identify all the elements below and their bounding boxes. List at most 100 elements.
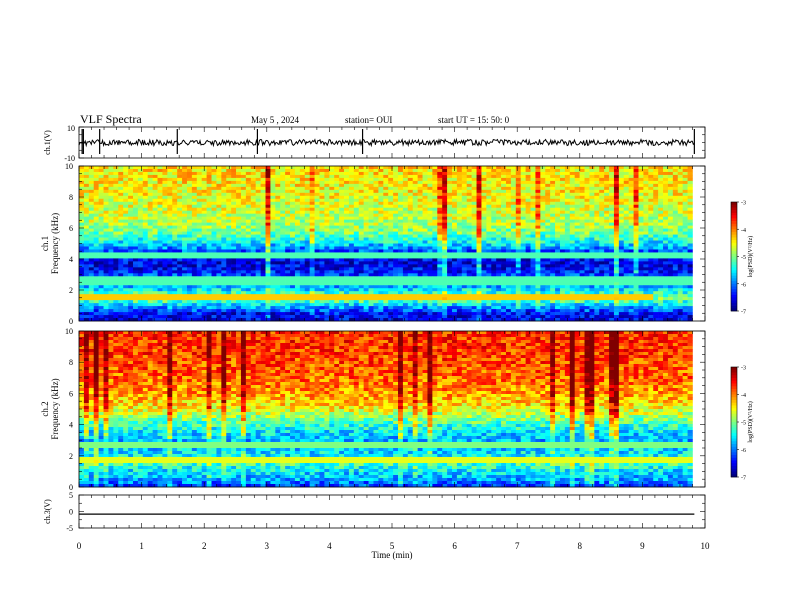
- spectrogram-cell: [491, 252, 497, 256]
- spectrogram-cell: [402, 180, 409, 185]
- spectrogram-cell: [452, 249, 458, 253]
- spectrogram-cell: [481, 279, 487, 283]
- spectrogram-cell: [344, 186, 350, 191]
- spectrogram-cell: [604, 171, 610, 176]
- spectrogram-cell: [304, 210, 310, 214]
- spectrogram-cell: [407, 246, 414, 250]
- spectrogram-cell: [368, 210, 374, 214]
- spectrogram-cell: [555, 279, 561, 283]
- spectrogram-cell: [427, 219, 433, 223]
- spectrogram-cell: [201, 180, 207, 185]
- spectrogram-cell: [574, 231, 580, 235]
- spectrogram-cell: [515, 237, 522, 241]
- spectrogram-cell: [407, 192, 414, 197]
- spectrogram-cell: [250, 180, 256, 185]
- spectrogram-cell: [505, 240, 512, 244]
- spectrogram-cell: [505, 234, 512, 238]
- spectrogram-cell: [510, 237, 517, 241]
- spectrogram-cell: [393, 192, 399, 197]
- spectrogram-cell: [236, 166, 242, 170]
- spectrogram-cell: [530, 267, 536, 271]
- spectrogram-cell: [687, 195, 693, 200]
- spectrogram-cell: [294, 252, 301, 256]
- spectrogram-cell: [137, 180, 144, 185]
- spectrogram-cell: [393, 246, 399, 250]
- spectrogram-cell: [633, 168, 639, 173]
- spectrogram-cell: [231, 243, 237, 247]
- spectrogram-cell: [388, 258, 394, 262]
- spectrogram-cell: [221, 267, 227, 271]
- spectrogram-cell: [250, 240, 256, 244]
- spectrogram-cell: [491, 166, 497, 170]
- spectrogram-cell: [226, 279, 232, 283]
- spectrogram-cell: [348, 234, 355, 238]
- spectrogram-cell: [314, 204, 320, 209]
- spectrogram-cell: [373, 201, 379, 206]
- spectrogram-cell: [177, 258, 183, 262]
- spectrogram-cell: [540, 198, 546, 203]
- spectrogram-cell: [280, 225, 286, 229]
- spectrogram-cell: [569, 261, 575, 265]
- spectrogram-cell: [496, 240, 502, 244]
- spectrogram-cell: [216, 267, 222, 271]
- spectrogram-cell: [172, 213, 178, 217]
- spectrogram-cell: [304, 273, 310, 277]
- spectrogram-cell: [157, 192, 163, 197]
- spectrogram-cell: [393, 231, 399, 235]
- spectrogram-cell: [564, 207, 571, 212]
- spectrogram-cell: [240, 234, 247, 238]
- spectrogram-cell: [452, 261, 458, 265]
- spectrogram-cell: [427, 240, 433, 244]
- spectrogram-cell: [564, 237, 571, 241]
- spectrogram-cell: [564, 195, 571, 200]
- spectrogram-cell: [505, 279, 512, 283]
- spectrogram-cell: [486, 201, 492, 206]
- spectrogram-cell: [618, 198, 625, 203]
- spectrogram-cell: [157, 267, 163, 271]
- spectrogram-cell: [383, 171, 389, 176]
- spectrogram-cell: [471, 201, 477, 206]
- spectrogram-cell: [368, 255, 374, 259]
- spectrogram-cell: [353, 195, 360, 200]
- spectrogram-cell: [687, 258, 693, 262]
- spectrogram-cell: [530, 231, 536, 235]
- spectrogram-cell: [545, 213, 551, 217]
- spectrogram-cell: [388, 231, 394, 235]
- spectrogram-cell: [398, 240, 404, 244]
- spectrogram-cell: [216, 174, 222, 179]
- spectrogram-cell: [648, 222, 654, 226]
- spectrogram-cell: [216, 243, 222, 247]
- spectrogram-cell: [510, 210, 517, 214]
- spectrogram-cell: [162, 231, 168, 235]
- spectrogram-cell: [358, 228, 364, 232]
- spectrogram-cell: [402, 207, 409, 212]
- spectrogram-cell: [535, 201, 541, 206]
- spectrogram-cell: [613, 225, 620, 229]
- spectrogram-cell: [270, 174, 276, 179]
- spectrogram-cell: [152, 225, 158, 229]
- spectrogram-cell: [142, 276, 149, 280]
- spectrogram-cell: [510, 189, 517, 194]
- spectrogram-cell: [447, 198, 453, 203]
- spectrogram-cell: [599, 222, 605, 226]
- spectrogram-cell: [216, 183, 222, 188]
- spectrogram-cell: [525, 237, 531, 241]
- spectrogram-cell: [550, 261, 556, 265]
- spectrogram-cell: [388, 219, 394, 223]
- spectrogram-cell: [535, 207, 541, 212]
- spectrogram-cell: [648, 180, 654, 185]
- spectrogram-cell: [417, 234, 423, 238]
- spectrogram-cell: [682, 201, 688, 206]
- spectrogram-cell: [574, 243, 580, 247]
- spectrogram-cell: [412, 252, 418, 256]
- spectrogram-cell: [510, 228, 517, 232]
- spectrogram-cell: [540, 201, 546, 206]
- spectrogram-cell: [564, 258, 571, 262]
- spectrogram-cell: [442, 210, 448, 214]
- spectrogram-cell: [137, 246, 144, 250]
- spectrogram-cell: [358, 258, 364, 262]
- spectrogram-cell: [427, 168, 433, 173]
- spectrogram-cell: [667, 267, 674, 271]
- spectrogram-cell: [520, 198, 526, 203]
- spectrogram-cell: [564, 174, 571, 179]
